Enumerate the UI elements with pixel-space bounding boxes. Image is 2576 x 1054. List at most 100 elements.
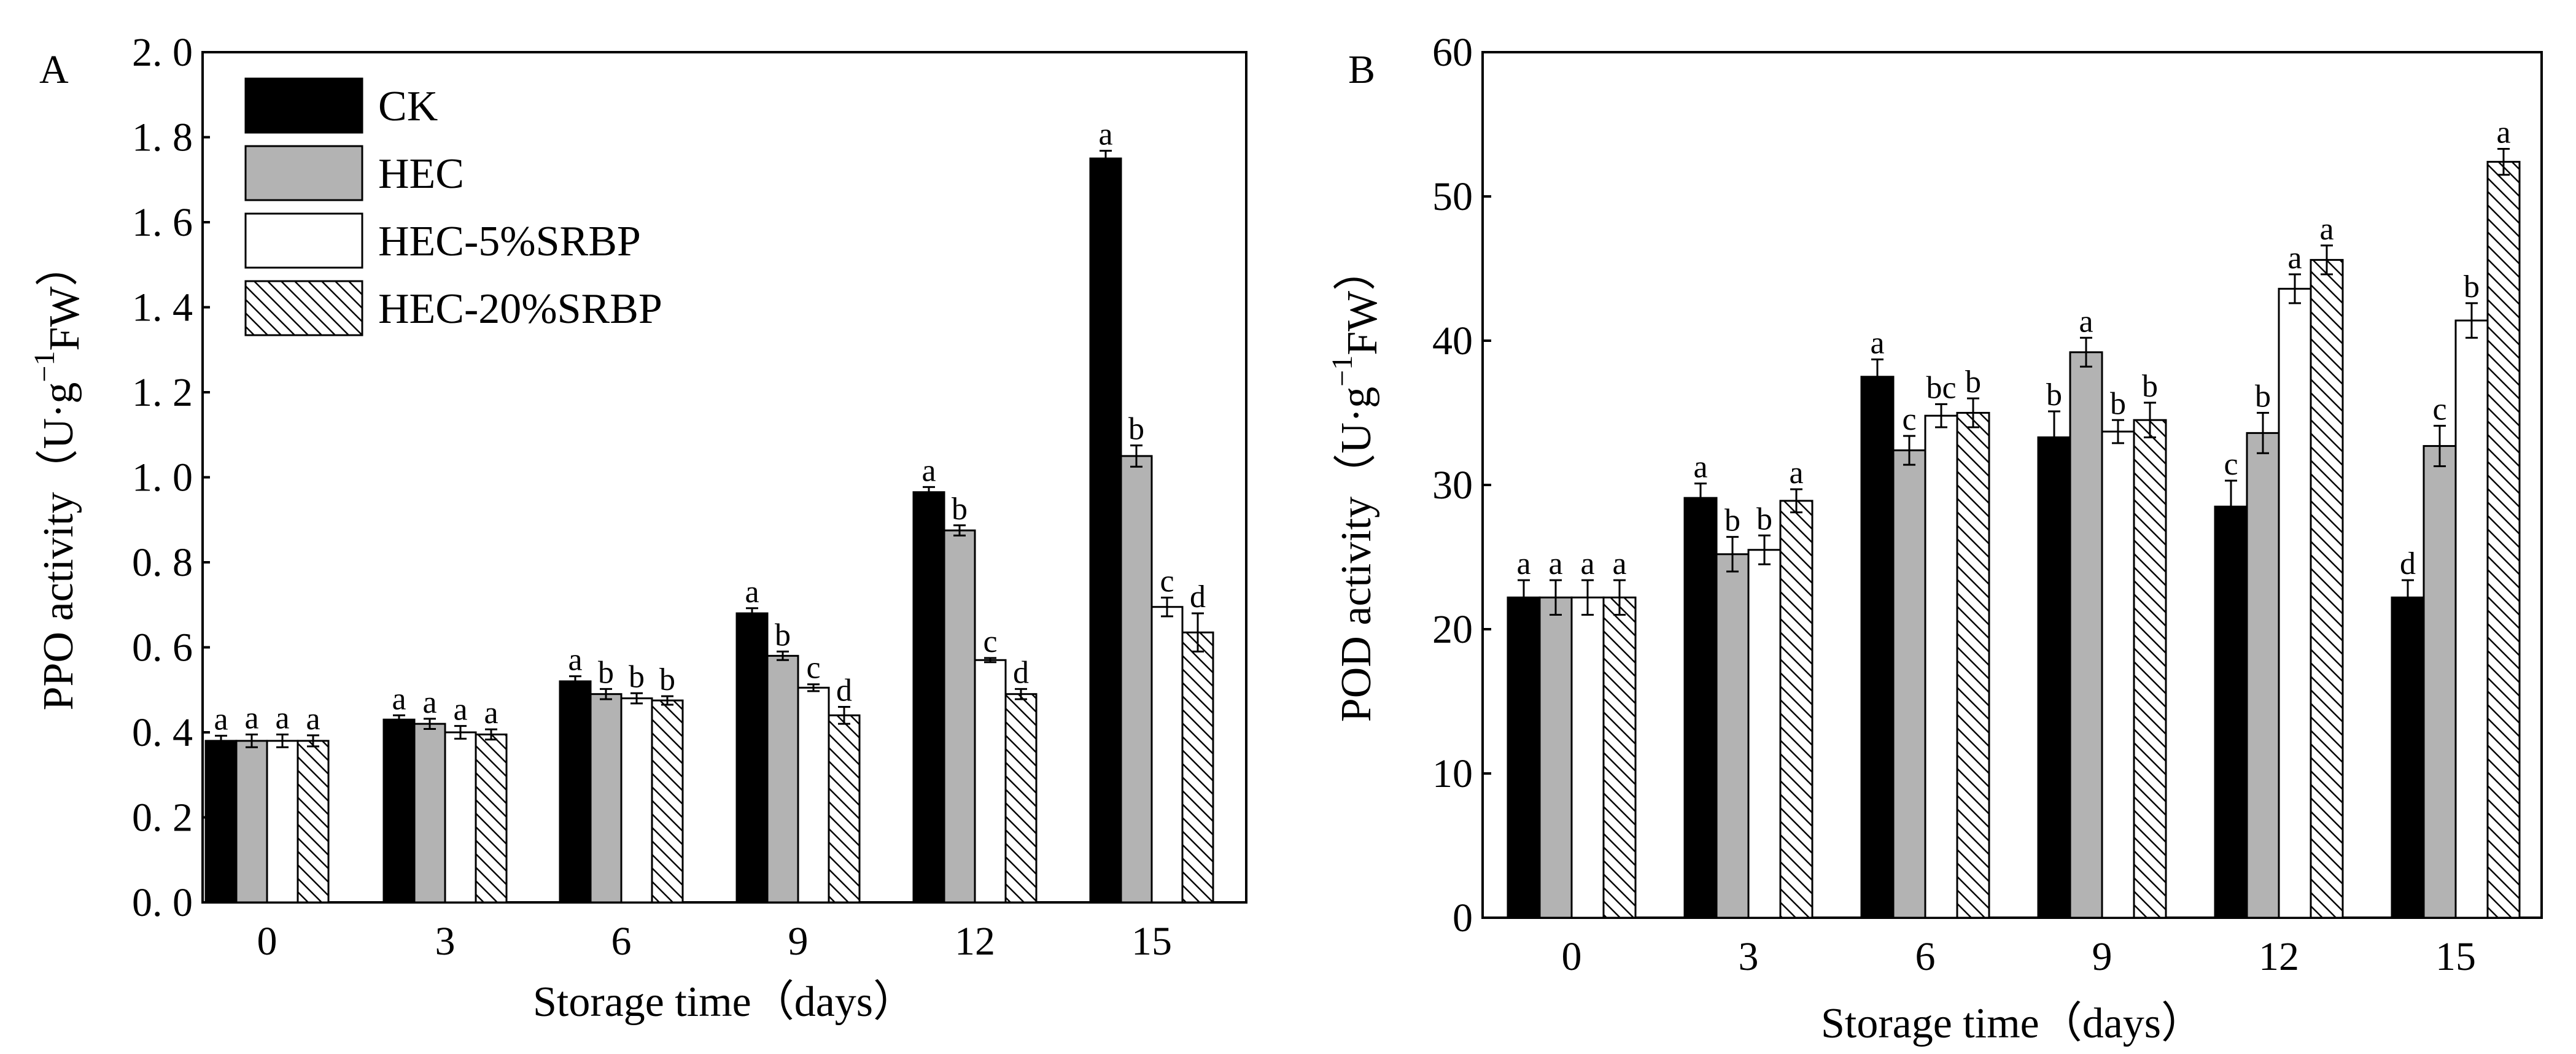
panel-b-bar [1747, 549, 1782, 919]
panel-b-significance-letter: a [2079, 304, 2093, 339]
panel-b-significance-letter: a [1548, 546, 1562, 581]
legend-swatch [244, 77, 363, 134]
panel-b-bar [1683, 497, 1718, 919]
panel-a-bar [651, 699, 684, 904]
panel-a-y-tick-label: 1. 4 [132, 285, 193, 330]
panel-a-error-bar [215, 735, 227, 747]
panel-b-y-axis-label: POD activity（U·g−1FW） [1326, 248, 1386, 722]
panel-a-significance-letter: a [921, 453, 936, 488]
panel-a-error-bar [600, 688, 612, 700]
panel-a-bar [297, 740, 330, 904]
panel-a-legend: CK HEC HEC-5%SRBP HEC-20%SRBP [244, 77, 662, 336]
panel-b-error-bar [2321, 244, 2333, 276]
panel-a-bar [1120, 455, 1153, 904]
panel-b-y-axis-label-close: ） [1333, 248, 1380, 291]
panel-a-significance-letter: c [983, 624, 997, 659]
panel-a-bar [1089, 157, 1122, 904]
panel-a-error-bar [746, 607, 758, 619]
panel-a-significance-letter: a [244, 700, 258, 735]
panel-a-bar [475, 733, 508, 904]
panel-a-y-tick-label: 1. 6 [132, 200, 193, 245]
panel-a-bar [382, 718, 416, 904]
panel-b-bar [1538, 596, 1573, 919]
panel-a-error-bar [1100, 150, 1112, 168]
panel-b-error-bar [1903, 435, 1915, 466]
panel-b-bar [2486, 161, 2521, 919]
panel-b-bar [1956, 412, 1990, 919]
panel-a-x-axis: 0 3 6 9 12 15 [257, 895, 1172, 964]
panel-b-y-tick-label: 20 [1432, 607, 1473, 652]
panel-a-significance-letter: a [275, 700, 289, 735]
panel-a-y-tick-label: 1. 8 [132, 115, 193, 160]
panel-a-bar [1181, 631, 1214, 904]
panel-a-error-bar [807, 683, 820, 692]
panel-a-error-bar [953, 524, 966, 537]
panel-b-significance-letter: c [2432, 392, 2446, 427]
panel-a-error-bar [393, 714, 405, 725]
panel-a-error-bar [1015, 688, 1027, 700]
panel-b-y-axis-label-sub: FW [1339, 291, 1386, 355]
panel-a-error-bar [777, 650, 789, 661]
panel-a-bar [266, 740, 299, 904]
panel-b-y-axis-label-sup: −1 [1326, 355, 1359, 387]
panel-b-significance-letter: a [1789, 455, 1803, 490]
panel-a-label: A [39, 47, 69, 92]
panel-b-y-axis-label-main: POD activity（U·g [1333, 387, 1380, 722]
panel-a-bar [413, 723, 446, 904]
panel-a-error-bar [246, 733, 258, 748]
panel-a-significance-letter: a [392, 681, 406, 716]
panel-a-y-tick-label: 0. 8 [132, 540, 193, 585]
panel-b-significance-letter: c [2224, 447, 2238, 482]
panel-a-error-bar [454, 725, 467, 740]
panel-a-significance-letter: a [745, 575, 759, 610]
panel-a-error-bar [485, 728, 497, 741]
panel-a-bar [589, 693, 623, 904]
panel-a-x-tick-label: 15 [1131, 919, 1172, 964]
panel-a-x-tick-label: 3 [435, 919, 456, 964]
panel-a-y-tick-label: 0. 0 [132, 880, 193, 925]
panel-a-significance-letter: b [598, 655, 614, 690]
panel-a-significance-letter: a [422, 685, 436, 720]
panel-a-error-bar [923, 486, 935, 498]
panel-a-bar [766, 654, 799, 904]
panel-b-bar [2101, 430, 2135, 919]
panel-a-significance-letter: a [453, 692, 467, 727]
panel-a-y-axis-label-sub: FW [41, 287, 88, 351]
panel-a-error-bar [424, 718, 436, 730]
panel-a-y-tick-label: 0. 2 [132, 796, 193, 840]
panel-b-error-bar [2434, 425, 2446, 467]
panel-b-bar [2133, 419, 2167, 919]
panel-b-significance-letter: a [2287, 241, 2302, 276]
panel-b-bar [1892, 449, 1926, 919]
panel-b-significance-letter: b [1965, 365, 1981, 400]
panel-b-significance-letter: b [2464, 269, 2480, 304]
panel-a-x-tick-label: 12 [955, 919, 995, 964]
panel-b-y-tick-label: 60 [1432, 30, 1473, 75]
panel-a-bar [974, 659, 1007, 904]
panel-b-significance-letter: a [2319, 212, 2334, 247]
panel-a-bar [943, 529, 976, 904]
panel-a-error-bar [1192, 612, 1204, 653]
panel-b-significance-letter: a [1870, 326, 1884, 361]
panel-a-significance-letter: b [775, 618, 791, 653]
panel-b-x-tick-label: 6 [1915, 934, 1936, 979]
panel-b-bar [1570, 596, 1605, 919]
panel-a-bar [1150, 606, 1184, 904]
panel-b-error-bar [2225, 479, 2237, 534]
legend-label: HEC-5%SRBP [378, 218, 641, 265]
panel-b-error-bar [1758, 534, 1771, 565]
panel-b-x-tick-label: 12 [2259, 934, 2299, 979]
panel-a-x-tick-label: 0 [257, 919, 277, 964]
panel-a-significance-letter: b [952, 492, 968, 527]
panel-b-error-bar [2112, 419, 2124, 444]
panel-a-significance-letter: b [1128, 412, 1144, 447]
panel-a-error-bar [1161, 596, 1173, 618]
panel-a-y-tick-label: 1. 2 [132, 370, 193, 415]
panel-b-significance-letter: a [1516, 546, 1530, 581]
panel-a-significance-letter: d [1013, 655, 1029, 690]
panel-b-significance-letter: a [1612, 546, 1626, 581]
panel-a-error-bar [838, 705, 850, 725]
panel-b-x-tick-label: 9 [2092, 934, 2112, 979]
